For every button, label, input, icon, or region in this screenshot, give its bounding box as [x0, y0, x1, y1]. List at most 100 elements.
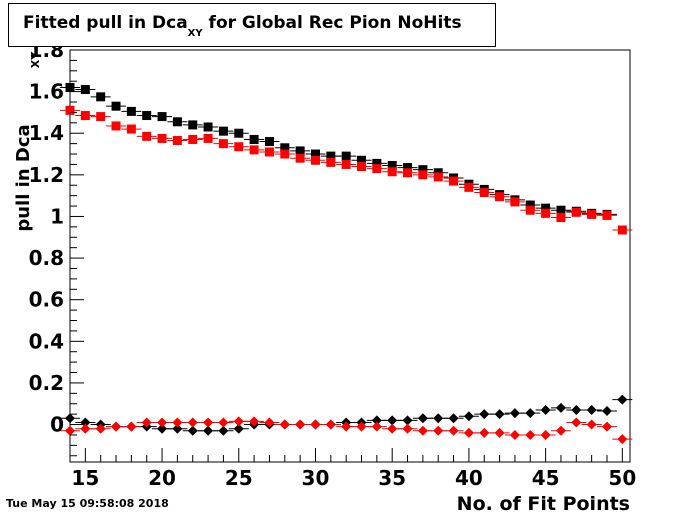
data-point-diamond	[95, 423, 106, 434]
data-point-square	[203, 122, 213, 132]
data-point-diamond	[586, 404, 597, 415]
x-tick-label: 25	[225, 466, 253, 490]
data-point-square	[479, 188, 489, 198]
data-point-diamond	[325, 419, 336, 430]
data-point-square	[541, 208, 551, 218]
data-point-square	[218, 139, 228, 149]
data-point-square	[510, 197, 520, 207]
data-point-square	[418, 170, 428, 180]
data-point-diamond	[617, 394, 628, 405]
data-point-square	[264, 147, 274, 157]
data-point-square	[203, 133, 213, 143]
data-point-diamond	[65, 413, 75, 424]
data-point-square	[65, 82, 75, 92]
data-point-square	[418, 165, 428, 175]
y-tick-label: 0.8	[29, 246, 64, 270]
data-point-diamond	[356, 421, 367, 432]
data-point-diamond	[218, 425, 229, 436]
data-point-diamond	[402, 415, 413, 426]
chart-title: Fitted pull in DcaXY for Global Rec Pion…	[23, 13, 462, 39]
data-point-diamond	[417, 425, 428, 436]
data-point-diamond	[525, 429, 536, 440]
y-axis-title-subscript: XY	[29, 51, 42, 68]
data-point-diamond	[494, 409, 505, 420]
data-point-square	[372, 158, 382, 168]
data-point-diamond	[157, 417, 168, 428]
chart-title-box: Fitted pull in DcaXY for Global Rec Pion…	[8, 3, 496, 47]
data-point-diamond	[65, 425, 75, 436]
data-point-square	[157, 112, 167, 122]
x-tick-label: 45	[532, 466, 560, 490]
y-tick-label: 1.6	[29, 80, 64, 104]
data-point-square	[218, 126, 228, 136]
y-tick-label: 1	[50, 204, 64, 228]
data-point-diamond	[571, 417, 582, 428]
data-point-square	[571, 207, 581, 217]
data-point-diamond	[371, 415, 382, 426]
data-point-square	[556, 213, 566, 223]
data-point-diamond	[141, 417, 152, 428]
data-point-diamond	[402, 423, 413, 434]
data-point-diamond	[264, 417, 275, 428]
x-tick-label: 30	[302, 466, 330, 490]
data-point-diamond	[540, 429, 551, 440]
data-point-diamond	[525, 408, 536, 419]
data-point-diamond	[509, 429, 520, 440]
data-point-square	[387, 160, 397, 170]
x-tick-label: 50	[608, 466, 636, 490]
data-point-square	[188, 120, 198, 130]
data-point-square	[96, 112, 106, 122]
data-point-diamond	[433, 413, 444, 424]
data-point-square	[172, 117, 182, 127]
data-point-square	[525, 200, 535, 210]
data-point-square	[111, 121, 121, 131]
data-point-square	[142, 131, 152, 141]
data-point-square	[464, 182, 474, 192]
data-point-square	[126, 106, 136, 116]
data-point-diamond	[279, 419, 290, 430]
data-point-diamond	[111, 421, 122, 432]
chart-title-rest: for Global Rec Pion NoHits	[202, 13, 462, 33]
data-point-square	[280, 149, 290, 159]
data-point-square	[541, 203, 551, 213]
data-point-square	[111, 101, 121, 111]
data-point-square	[341, 151, 351, 161]
plot-border	[69, 49, 631, 463]
data-point-diamond	[126, 421, 137, 432]
chart-title-main: Fitted pull in Dca	[23, 13, 188, 33]
data-point-diamond	[571, 404, 582, 415]
data-point-diamond	[463, 411, 474, 422]
data-point-diamond	[555, 402, 566, 413]
data-point-diamond	[310, 419, 321, 430]
data-point-diamond	[448, 425, 459, 436]
data-point-square	[326, 151, 336, 161]
data-point-diamond	[479, 427, 490, 438]
data-point-square	[295, 146, 305, 156]
data-point-square	[172, 136, 182, 146]
data-point-diamond	[371, 421, 382, 432]
data-point-square	[587, 209, 597, 219]
data-point-square	[310, 149, 320, 159]
data-point-square	[357, 162, 367, 172]
data-point-diamond	[463, 427, 474, 438]
data-point-square	[280, 143, 290, 153]
chart-title-subscript: XY	[187, 28, 203, 39]
data-point-diamond	[509, 408, 520, 419]
data-point-diamond	[448, 413, 459, 424]
data-point-square	[403, 168, 413, 178]
data-point-diamond	[295, 419, 306, 430]
data-point-diamond	[433, 425, 444, 436]
data-point-diamond	[601, 406, 612, 417]
data-point-diamond	[172, 417, 183, 428]
data-point-diamond	[157, 423, 168, 434]
plot-frame	[69, 49, 631, 463]
data-point-diamond	[586, 419, 597, 430]
x-tick-label: 35	[378, 466, 406, 490]
data-point-square	[65, 105, 75, 115]
y-tick-label: 0.6	[29, 288, 64, 312]
data-point-square	[326, 157, 336, 167]
x-axis-title: No. of Fit Points	[457, 493, 630, 514]
data-point-square	[495, 192, 505, 202]
data-point-diamond	[187, 425, 198, 436]
